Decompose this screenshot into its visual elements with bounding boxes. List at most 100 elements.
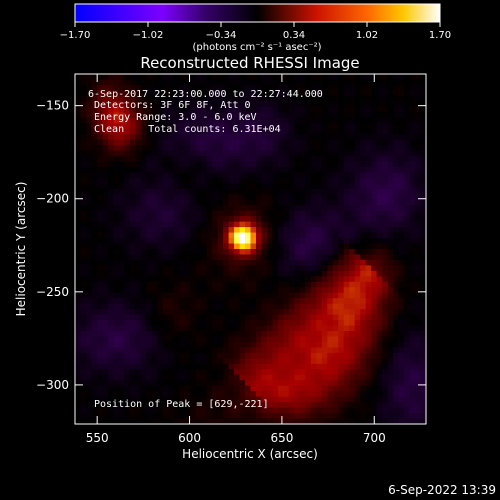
heatmap-cell: [212, 347, 219, 354]
heatmap-cell: [201, 243, 208, 250]
heatmap-cell: [102, 199, 109, 206]
heatmap-cell: [255, 84, 263, 92]
heatmap-cell: [310, 402, 317, 409]
heatmap-cell: [195, 177, 202, 184]
heatmap-cell: [349, 336, 356, 343]
heatmap-cell: [102, 309, 109, 316]
heatmap-cell: [135, 221, 142, 228]
heatmap-cell: [283, 194, 290, 201]
heatmap-cell: [332, 249, 339, 256]
heatmap-cell: [354, 254, 361, 261]
heatmap-cell: [239, 90, 246, 97]
heatmap-cell: [250, 166, 257, 174]
heatmap-cell: [228, 341, 235, 349]
heatmap-cell: [157, 166, 164, 174]
heatmap-cell: [206, 352, 213, 359]
heatmap-cell: [135, 320, 142, 327]
heatmap-cell: [371, 320, 378, 327]
heatmap-cell: [168, 128, 175, 135]
heatmap-cell: [190, 123, 197, 130]
heatmap-cell: [113, 166, 120, 174]
heatmap-cell: [409, 352, 416, 359]
heatmap-cell: [277, 259, 284, 267]
heatmap-cell: [310, 265, 317, 272]
heatmap-cell: [305, 84, 312, 92]
heatmap-cell: [124, 112, 131, 119]
heatmap-cell: [245, 123, 252, 130]
heatmap-cell: [173, 369, 180, 376]
heatmap-cell: [365, 298, 372, 305]
heatmap-cell: [75, 183, 82, 190]
heatmap-cell: [179, 156, 186, 163]
colorbar-tick-label: 1.70: [429, 30, 451, 41]
heatmap-cell: [398, 205, 405, 212]
heatmap-cell: [124, 210, 131, 217]
heatmap-cell: [321, 320, 328, 327]
heatmap-cell: [239, 320, 246, 327]
heatmap-cell: [250, 292, 257, 299]
heatmap-cell: [173, 402, 180, 409]
heatmap-cell: [113, 347, 120, 354]
heatmap-cell: [409, 90, 416, 97]
heatmap-cell: [354, 177, 361, 184]
heatmap-cell: [272, 84, 279, 92]
heatmap-cell: [96, 402, 104, 409]
heatmap-cell: [261, 90, 268, 97]
heatmap-cell: [371, 380, 378, 387]
heatmap-cell: [354, 74, 361, 81]
heatmap-cell: [376, 145, 383, 152]
heatmap-cell: [113, 287, 120, 294]
heatmap-cell: [398, 254, 405, 261]
heatmap-cell: [277, 166, 284, 174]
heatmap-cell: [129, 369, 136, 376]
heatmap-cell: [321, 117, 328, 124]
heatmap-cell: [85, 298, 93, 305]
heatmap-cell: [404, 358, 411, 365]
heatmap-cell: [354, 374, 361, 381]
heatmap-cell: [217, 199, 224, 206]
heatmap-cell: [376, 95, 383, 102]
heatmap-cell: [217, 391, 224, 398]
heatmap-cell: [124, 199, 131, 206]
heatmap-cell: [162, 161, 169, 168]
heatmap-cell: [404, 101, 411, 108]
heatmap-cell: [173, 95, 180, 102]
heatmap-cell: [195, 84, 202, 92]
heatmap-cell: [118, 391, 125, 398]
heatmap-cell: [321, 363, 328, 370]
heatmap-cell: [387, 259, 394, 267]
heatmap-cell: [327, 134, 334, 141]
heatmap-cell: [343, 287, 350, 294]
heatmap-cell: [398, 331, 405, 338]
heatmap-cell: [283, 117, 290, 124]
heatmap-cell: [382, 194, 389, 201]
heatmap-cell: [327, 270, 334, 277]
heatmap-cell: [327, 221, 334, 228]
heatmap-cell: [327, 188, 334, 195]
heatmap-cell: [343, 320, 350, 327]
heatmap-cell: [173, 205, 180, 212]
heatmap-cell: [157, 314, 164, 321]
heatmap-cell: [80, 336, 87, 343]
heatmap-cell: [113, 418, 120, 424]
heatmap-cell: [113, 106, 120, 113]
heatmap-cell: [129, 216, 136, 223]
heatmap-cell: [387, 123, 394, 130]
heatmap-cell: [107, 117, 114, 124]
heatmap-cell: [288, 391, 295, 398]
heatmap-cell: [404, 74, 411, 81]
heatmap-cell: [201, 363, 208, 370]
heatmap-cell: [113, 188, 120, 195]
heatmap-cell: [283, 210, 290, 217]
heatmap-cell: [212, 358, 219, 365]
heatmap-cell: [184, 331, 191, 338]
heatmap-cell: [349, 259, 356, 267]
heatmap-cell: [365, 407, 372, 414]
colorbar-units: (photons cm⁻² s⁻¹ asec⁻²): [192, 42, 321, 53]
heatmap-cell: [349, 238, 356, 245]
heatmap-cell: [382, 391, 389, 398]
heatmap-cell: [398, 90, 405, 97]
heatmap-cell: [327, 205, 334, 212]
heatmap-cell: [310, 347, 317, 354]
heatmap-cell: [327, 128, 334, 135]
